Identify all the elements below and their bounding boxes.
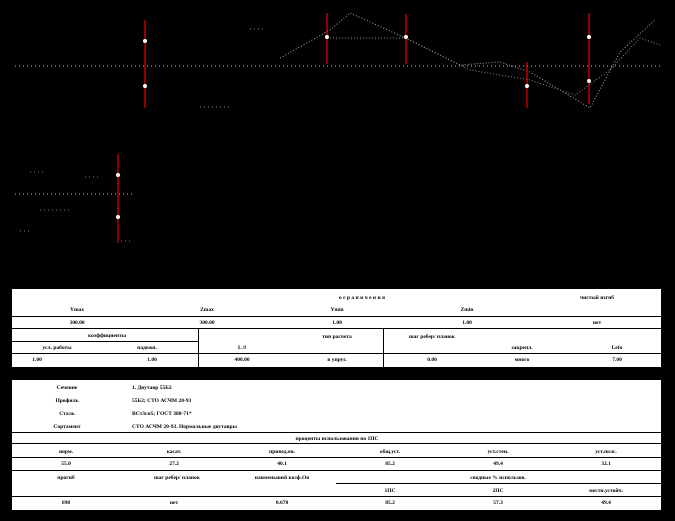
last-value: 698: [61, 500, 71, 506]
ymax-value: 300.00: [69, 320, 85, 326]
usage-value: 40.1: [277, 461, 287, 467]
reliability-value: 1.00: [147, 357, 157, 363]
usage-header: привед.ен.: [269, 449, 295, 455]
l-over-f-label: L /f: [237, 345, 247, 351]
l-over-f-value: 400.00: [234, 357, 250, 363]
profile-value: 55Б2; СТО АСЧМ 20-93: [132, 398, 192, 404]
fix-label: закрепл.: [511, 345, 533, 351]
zmax-header: Zmax: [200, 307, 214, 313]
node-marker: [404, 35, 408, 39]
last-value: 49.4: [601, 500, 611, 506]
node-marker: [143, 39, 147, 43]
last-value: 0.678: [275, 500, 289, 506]
min-coef-header: наименьший коэф.Ов: [254, 475, 310, 481]
fix-value: много: [514, 357, 530, 363]
deflection-curve-2: [330, 37, 661, 96]
constraints-title: о г р а н и ч е н и я: [338, 295, 385, 301]
section-value: 1. Двутавр 55Б2: [132, 385, 172, 391]
steel-value: ВСт3сп5; ГОСТ 380-71*: [132, 411, 192, 417]
node-marker: [587, 35, 591, 39]
usage-header: уст.стен.: [487, 449, 509, 455]
lef-value: 7.00: [612, 357, 622, 363]
node-marker: [525, 84, 529, 88]
assortment-label: Сортамент: [53, 424, 81, 430]
constraints-panel: о г р а н и ч е н и я чистый изгиб Ymax …: [12, 289, 661, 367]
usage-value: 85.2: [385, 461, 395, 467]
usage-value: 32.1: [601, 461, 611, 467]
deflection-curve: [279, 12, 656, 109]
ymin-value: 1.00: [332, 320, 342, 326]
work-cond-label: усл. работы: [42, 345, 72, 351]
bend-header: прогиб: [57, 475, 75, 481]
usage-header: касат.: [166, 449, 182, 455]
usage-header: общ.уст.: [379, 449, 401, 455]
node-marker: [116, 173, 120, 177]
usage-header: норм.: [58, 449, 74, 455]
zmin-value: 1.00: [462, 320, 472, 326]
last-value: 85.2: [385, 500, 395, 506]
node-marker: [143, 84, 147, 88]
node-marker: [325, 35, 329, 39]
usage-value: 55.0: [61, 461, 71, 467]
net-bend-value: нет: [592, 320, 602, 326]
assortment-value: СТО АСЧМ 20-93. Нормальные двутавры: [132, 424, 237, 430]
calc-type-value: в упруг.: [327, 357, 347, 363]
rib-step-label: шаг ребер/ планок: [409, 334, 455, 340]
rib-step-value: 0.00: [427, 357, 437, 363]
beam-diagram: [15, 12, 661, 243]
profile-label: Профиль: [55, 398, 79, 404]
work-cond-value: 1.00: [32, 357, 42, 363]
reliability-label: надежн.: [137, 345, 157, 351]
zmin-header: Zmin: [460, 307, 474, 313]
summary-header: сводные % использов.: [470, 475, 526, 481]
section-label: Сечение: [56, 385, 78, 391]
summary-col: 1ПС: [384, 488, 396, 494]
usage-value: 27.2: [169, 461, 179, 467]
usage-title: проценты использования по 1ПС: [295, 436, 379, 442]
node-marker: [587, 79, 591, 83]
last-value: нет: [169, 500, 179, 506]
section-panel: Сечение 1. Двутавр 55Б2 Профиль 55Б2; СТ…: [12, 380, 661, 510]
summary-col: местн.устойч.: [589, 488, 623, 494]
lef-label: Lefo: [611, 345, 623, 351]
zmax-value: 300.00: [199, 320, 215, 326]
last-value: 57.3: [493, 500, 503, 506]
node-marker: [116, 215, 120, 219]
rib-step-header: шаг ребер/ планок: [154, 475, 200, 481]
steel-label: Сталь: [59, 411, 75, 417]
coefficients-title: коэффициенты: [88, 333, 126, 339]
ymax-header: Ymax: [69, 307, 85, 313]
summary-col: 2ПС: [492, 488, 504, 494]
net-bend-label: чистый изгиб: [579, 295, 615, 301]
usage-value: 49.4: [493, 461, 503, 467]
usage-header: уст.полс.: [595, 449, 617, 455]
ymin-header: Ymin: [330, 307, 344, 313]
calc-type-label: тип расчета: [322, 334, 352, 340]
